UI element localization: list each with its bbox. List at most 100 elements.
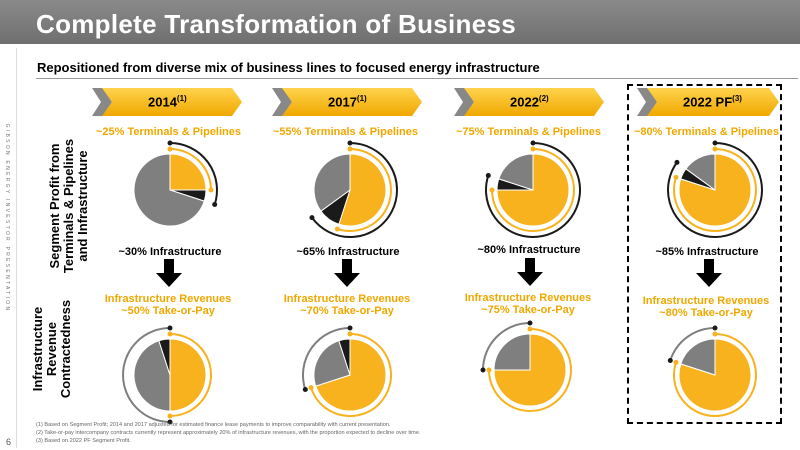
revenue-pie-2017 xyxy=(302,325,392,417)
column-header-2014: 2014(1) xyxy=(92,88,242,116)
segment-pie-2022 xyxy=(485,140,581,238)
down-arrow-icon xyxy=(696,259,722,287)
infrastructure-arc-endpoint xyxy=(674,159,680,165)
terminals-pipelines-slice xyxy=(496,153,570,227)
tp-label-2022pf: ~80% Terminals & Pipelines xyxy=(634,126,779,138)
non-take-or-pay-arc xyxy=(669,327,716,361)
tp-arc-endpoint xyxy=(712,146,718,152)
tp-label-2022: ~75% Terminals & Pipelines xyxy=(456,126,601,138)
side-text: GIBSON ENERGY INVESTOR PRESENTATION xyxy=(4,123,10,313)
non-take-or-pay-arc-endpoint xyxy=(527,320,533,326)
terminals-pipelines-slice xyxy=(338,153,387,227)
non-take-or-pay-arc-endpoint xyxy=(347,325,353,331)
tp-arc xyxy=(169,148,212,191)
other-revenue-slice xyxy=(313,340,351,387)
infrastructure-arc-endpoint xyxy=(167,140,173,146)
rev-label-2022pf: Infrastructure Revenues ~80% Take-or-Pay xyxy=(642,295,770,319)
row-label-top: Segment Profit from Terminals & Pipeline… xyxy=(47,138,90,274)
tp-arc-endpoint xyxy=(167,146,173,152)
tp-arc-endpoint xyxy=(347,146,353,152)
non-take-or-pay-arc-endpoint xyxy=(302,387,308,393)
tp-arc xyxy=(337,148,392,232)
subtitle: Repositioned from diverse mix of busines… xyxy=(37,60,540,75)
other-segments-slice xyxy=(685,153,716,191)
column-header-2017: 2017(1) xyxy=(272,88,422,116)
page-title: Complete Transformation of Business xyxy=(36,9,517,39)
take-or-pay-arc xyxy=(310,333,392,417)
other-segments-slice xyxy=(313,153,351,212)
page-number: 6 xyxy=(6,437,12,447)
non-take-or-pay-arc-endpoint xyxy=(712,325,718,331)
infrastructure-arc-endpoint xyxy=(309,215,315,221)
tp-arc xyxy=(673,148,757,232)
other-revenue-slice xyxy=(493,333,531,371)
infrastructure-arc-endpoint xyxy=(530,140,536,146)
other-segments-slice xyxy=(133,153,205,227)
take-or-pay-arc xyxy=(488,328,572,412)
side-rule xyxy=(16,48,17,448)
other-contract-slice xyxy=(338,338,351,376)
other-contract-slice xyxy=(158,338,171,376)
rev-label-2014: Infrastructure Revenues ~50% Take-or-Pay xyxy=(104,293,232,317)
non-take-or-pay-arc xyxy=(122,327,171,423)
infra-label-2022: ~80% Infrastructure xyxy=(477,244,581,256)
pro-forma-highlight-box xyxy=(627,84,782,424)
infrastructure-arc xyxy=(311,142,398,238)
terminals-pipelines-slice xyxy=(169,153,207,191)
take-or-pay-slice xyxy=(493,333,567,407)
take-or-pay-arc xyxy=(169,333,212,417)
infra-label-2014: ~30% Infrastructure xyxy=(118,246,222,258)
rev-label-2022: Infrastructure Revenues ~75% Take-or-Pay xyxy=(464,292,592,316)
tp-arc-endpoint xyxy=(334,226,340,232)
footnote: (1) Based on Segment Profit; 2014 and 20… xyxy=(36,422,391,428)
down-arrow-icon xyxy=(156,259,182,287)
revenue-pie-2022pf xyxy=(667,325,757,417)
segment-pie-2014 xyxy=(133,140,218,227)
infra-label-2022pf: ~85% Infrastructure xyxy=(655,246,759,258)
footnote: (2) Take-or-pay intercompany contracts c… xyxy=(36,430,421,436)
take-or-pay-arc-endpoint xyxy=(347,331,353,337)
row-label-bottom: Infrastructure Revenue Contractedness xyxy=(30,299,73,399)
infrastructure-arc xyxy=(169,142,218,205)
tp-arc xyxy=(491,148,575,232)
tp-arc-endpoint xyxy=(673,174,679,180)
footnote: (3) Based on 2022 PF Segment Profit. xyxy=(36,438,131,444)
subtitle-rule xyxy=(36,78,798,79)
other-revenue-slice xyxy=(680,338,716,376)
footnotes: (1) Based on Segment Profit; 2014 and 20… xyxy=(36,421,421,445)
segment-pie-2017 xyxy=(309,140,398,238)
down-arrow-icon xyxy=(334,259,360,287)
take-or-pay-slice xyxy=(315,338,387,412)
infrastructure-arc-endpoint xyxy=(347,140,353,146)
non-take-or-pay-arc xyxy=(302,327,351,390)
down-arrow-icon xyxy=(517,258,543,286)
take-or-pay-arc-endpoint xyxy=(486,367,492,373)
take-or-pay-arc-endpoint xyxy=(167,331,173,337)
take-or-pay-arc-endpoint xyxy=(308,385,314,391)
take-or-pay-arc-endpoint xyxy=(712,331,718,337)
non-take-or-pay-arc-endpoint xyxy=(167,325,173,331)
infra-label-2017: ~65% Infrastructure xyxy=(296,246,400,258)
column-header-2022pf: 2022 PF(3) xyxy=(637,88,779,116)
non-take-or-pay-arc-endpoint xyxy=(480,367,486,373)
tp-arc-endpoint xyxy=(530,146,536,152)
infrastructure-arc-endpoint xyxy=(212,202,218,208)
non-take-or-pay-arc xyxy=(482,322,531,371)
infrastructure-arc xyxy=(485,142,581,238)
take-or-pay-arc xyxy=(673,333,757,417)
title-bar: Complete Transformation of Business xyxy=(0,0,800,44)
rev-label-2017: Infrastructure Revenues ~70% Take-or-Pay xyxy=(283,293,411,317)
tp-label-2017: ~55% Terminals & Pipelines xyxy=(273,126,418,138)
other-segments-slice xyxy=(498,153,534,191)
take-or-pay-arc-endpoint xyxy=(673,359,679,365)
take-or-pay-arc-endpoint xyxy=(167,413,173,419)
take-or-pay-arc-endpoint xyxy=(527,326,533,332)
revenue-pie-2022 xyxy=(480,320,572,412)
non-take-or-pay-arc-endpoint xyxy=(667,357,673,363)
revenue-pie-2014 xyxy=(122,325,212,425)
infrastructure-arc xyxy=(667,142,763,238)
take-or-pay-slice xyxy=(169,338,207,412)
non-take-or-pay-arc-endpoint xyxy=(167,419,173,425)
column-header-2022: 2022(2) xyxy=(454,88,604,116)
tp-arc-endpoint xyxy=(208,187,214,193)
